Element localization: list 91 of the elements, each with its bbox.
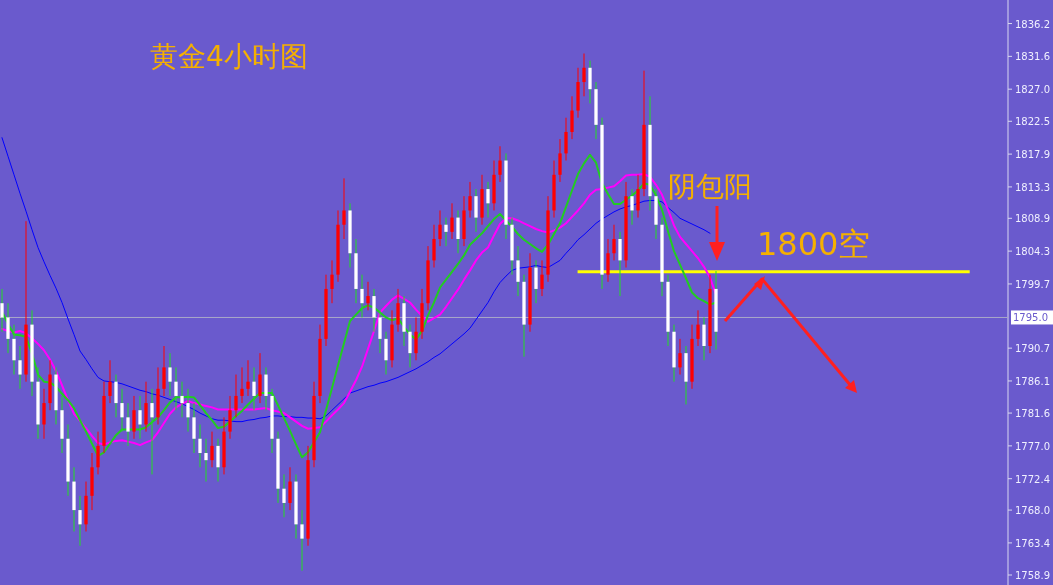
- candlestick: [618, 231, 622, 297]
- candlestick: [378, 309, 382, 354]
- candlestick: [180, 381, 184, 418]
- candlestick: [612, 224, 616, 261]
- candlestick: [6, 302, 10, 354]
- candlestick: [204, 438, 208, 483]
- candlestick: [366, 281, 370, 311]
- candlestick: [18, 345, 22, 390]
- candlestick: [474, 188, 478, 233]
- candlestick: [570, 95, 574, 140]
- candlestick: [132, 395, 136, 440]
- candlestick: [360, 274, 364, 318]
- y-tick-label: 1781.6: [1015, 408, 1050, 420]
- candlestick: [216, 438, 220, 483]
- text: 黄金4小时图: [150, 40, 308, 73]
- candlestick: [114, 374, 118, 418]
- candlestick: [408, 324, 412, 368]
- candlestick: [330, 259, 334, 304]
- candlestick: [12, 324, 16, 376]
- candlestick: [636, 174, 640, 219]
- candlestick: [192, 402, 196, 454]
- y-tick-label: 1827.0: [1015, 84, 1050, 96]
- candlestick: [678, 338, 682, 376]
- candlestick: [246, 359, 250, 397]
- y-tick-label: 1758.9: [1015, 570, 1050, 582]
- candlestick: [342, 177, 346, 240]
- candlestick: [42, 388, 46, 440]
- y-tick-label: 1831.6: [1015, 51, 1050, 63]
- candlestick: [186, 388, 190, 433]
- y-tick-label: 1822.5: [1015, 116, 1050, 128]
- candlestick: [258, 352, 262, 404]
- y-tick-label: 1768.0: [1015, 505, 1050, 517]
- candlestick: [120, 388, 124, 433]
- candlestick: [486, 181, 490, 219]
- y-tick-label: 1808.9: [1015, 213, 1050, 225]
- candlestick: [582, 53, 586, 97]
- candlestick: [558, 138, 562, 183]
- candlestick: [450, 202, 454, 240]
- candlestick: [264, 366, 268, 411]
- candlestick: [198, 423, 202, 468]
- ref-line-label: 1800空: [757, 224, 871, 263]
- y-tick-label: 1799.7: [1015, 278, 1050, 290]
- y-tick-label: 1777.0: [1015, 440, 1050, 452]
- candlestick: [126, 402, 130, 447]
- candlestick: [240, 366, 244, 404]
- candlestick: [468, 181, 472, 219]
- candlestick: [108, 359, 112, 404]
- candlestick: [588, 60, 592, 104]
- candlestick: [456, 209, 460, 254]
- candlestick: [96, 431, 100, 475]
- candlestick: [414, 316, 418, 361]
- y-tick-label: 1790.7: [1015, 343, 1050, 355]
- candlestick: [150, 388, 154, 475]
- candlestick: [564, 117, 568, 162]
- candlestick: [210, 431, 214, 468]
- candlestick: [372, 288, 376, 333]
- candlestick: [696, 309, 700, 347]
- y-tick-label: 1813.3: [1015, 181, 1050, 193]
- candlestick: [174, 366, 178, 411]
- candlestick: [438, 209, 442, 247]
- candlestick: [300, 509, 304, 572]
- candlestick: [0, 288, 4, 333]
- candlestick: [144, 381, 148, 433]
- candlestick: [444, 217, 448, 247]
- y-tick-label: 1817.9: [1015, 149, 1050, 161]
- candlestick: [282, 473, 286, 518]
- y-tick-label: 1804.3: [1015, 246, 1050, 258]
- annotation: 阴包阳: [668, 170, 752, 203]
- candlestick: [162, 345, 166, 397]
- candlestick: [534, 259, 538, 304]
- candlestick: [606, 238, 610, 283]
- candlestick: [78, 495, 82, 547]
- candlestick: [516, 245, 520, 297]
- candlestick: [288, 466, 292, 511]
- candlestick: [540, 259, 544, 297]
- y-tick-label: 1763.4: [1015, 537, 1050, 549]
- candlestick: [396, 288, 400, 333]
- candlestick: [168, 352, 172, 397]
- candlestick: [498, 145, 502, 183]
- y-tick-label: 1836.2: [1015, 18, 1050, 30]
- y-tick-label: 1772.4: [1015, 473, 1050, 485]
- candlestick: [432, 224, 436, 269]
- candlestick: [630, 188, 634, 226]
- candlestick: [228, 395, 232, 440]
- candlestick: [702, 316, 706, 361]
- candlestick: [138, 395, 142, 440]
- candlestick: [252, 366, 256, 411]
- candlestick: [234, 374, 238, 418]
- ref-line-label: 1795.0: [1013, 312, 1048, 324]
- candlestick: [384, 331, 388, 376]
- y-tick-label: 1786.1: [1015, 375, 1050, 387]
